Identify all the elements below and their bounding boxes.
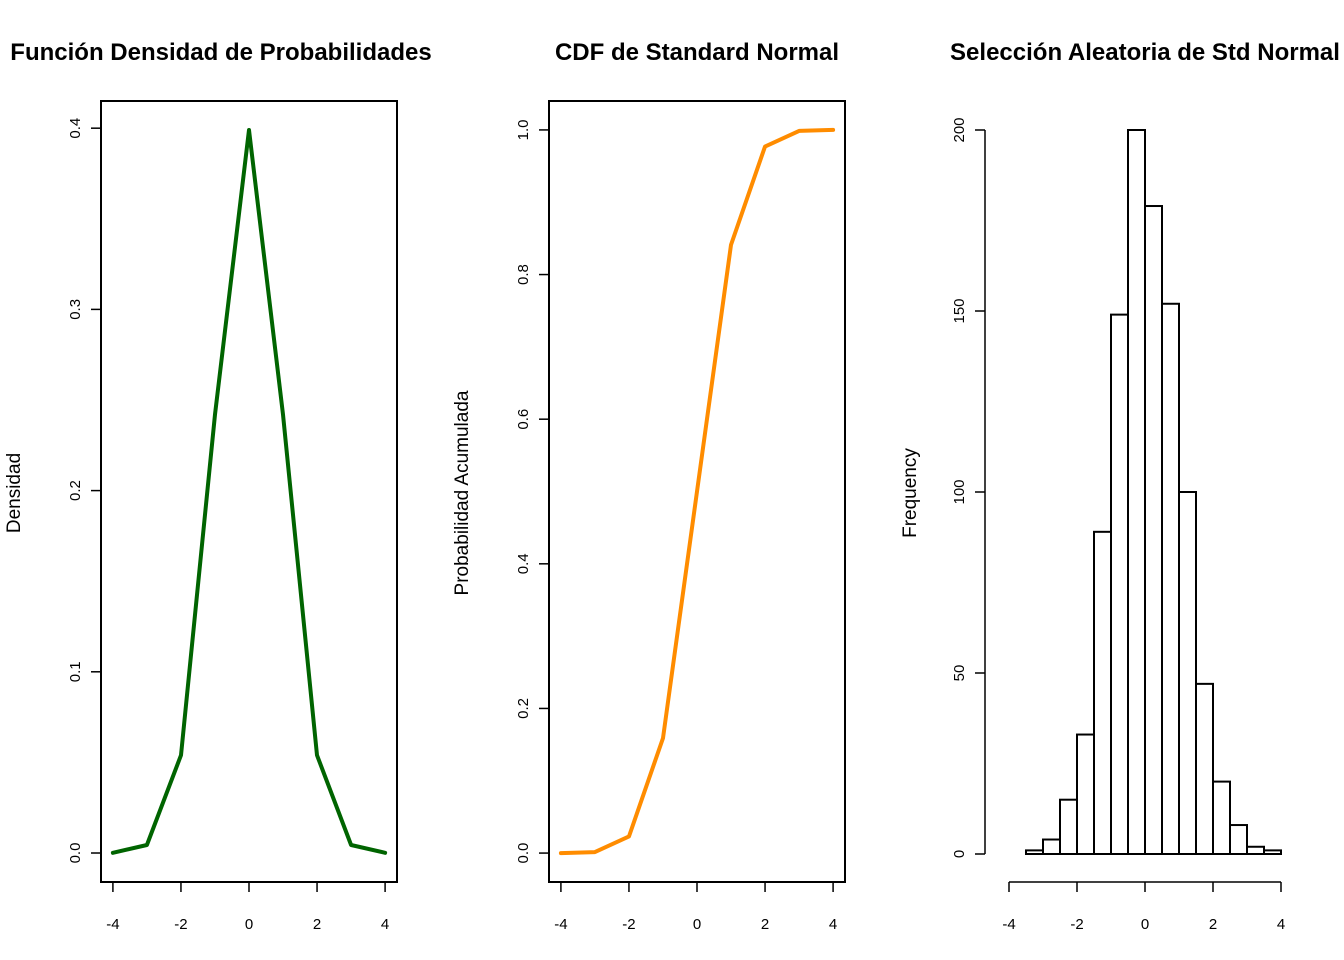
y-tick-label: 0.3 xyxy=(67,299,84,320)
histogram-bar xyxy=(1212,780,1231,855)
y-tick-label: 100 xyxy=(951,479,968,504)
y-tick-label: 0.4 xyxy=(67,118,84,139)
x-tick-label: -2 xyxy=(622,916,635,933)
histogram-bar xyxy=(1093,530,1112,855)
histogram-bar xyxy=(1042,838,1061,856)
histogram-bar xyxy=(1076,733,1095,855)
cdf-panel: CDF de Standard Normal Probabilidad Acum… xyxy=(452,39,846,933)
histogram-bar xyxy=(1195,682,1214,855)
plot-frame xyxy=(100,100,398,883)
y-tick-label: 0.4 xyxy=(515,553,532,574)
histogram-bar xyxy=(1059,798,1078,856)
y-tick-label: 0.8 xyxy=(515,264,532,285)
histogram-bar xyxy=(1127,129,1146,855)
x-tick-label: -2 xyxy=(174,916,187,933)
x-tick-label: 0 xyxy=(693,916,701,933)
x-tick-label: 4 xyxy=(829,916,837,933)
histogram-bar xyxy=(1178,491,1197,855)
x-tick-label: 2 xyxy=(313,916,321,933)
x-tick-label: -4 xyxy=(554,916,567,933)
y-tick-label: 50 xyxy=(951,665,968,682)
x-tick-label: -4 xyxy=(1002,916,1015,933)
chart-title: Selección Aleatoria de Std Normal xyxy=(950,39,1340,66)
y-tick-label: 200 xyxy=(951,117,968,142)
series-line xyxy=(110,128,388,855)
density-panel: Función Densidad de Probabilidades Densi… xyxy=(4,39,432,933)
chart-title: Función Densidad de Probabilidades xyxy=(10,39,431,66)
histogram-bar xyxy=(1263,849,1282,856)
y-axis-label: Frequency xyxy=(900,448,921,538)
y-axis-label: Probabilidad Acumulada xyxy=(452,390,473,595)
x-tick-label: 0 xyxy=(1141,916,1149,933)
histogram-bar xyxy=(1246,845,1265,856)
y-tick-label: 0.2 xyxy=(515,698,532,719)
y-tick-label: 0.0 xyxy=(67,843,84,864)
y-tick-label: 0.2 xyxy=(67,480,84,501)
x-tick-label: 0 xyxy=(245,916,253,933)
chart-title: CDF de Standard Normal xyxy=(555,39,839,66)
histogram-bar xyxy=(1144,205,1163,855)
histogram-bar xyxy=(1161,302,1180,855)
y-axis-label: Densidad xyxy=(4,453,25,533)
histogram-panel: Selección Aleatoria de Std Normal Freque… xyxy=(900,39,1340,933)
histogram-bar xyxy=(1229,824,1248,855)
x-tick-label: -2 xyxy=(1070,916,1083,933)
x-tick-label: 2 xyxy=(1209,916,1217,933)
y-tick-label: 0.0 xyxy=(515,843,532,864)
y-tick-label: 0.1 xyxy=(67,661,84,682)
x-tick-label: 2 xyxy=(761,916,769,933)
histogram-bar xyxy=(1110,313,1129,855)
x-tick-label: -4 xyxy=(106,916,119,933)
x-tick-label: 4 xyxy=(381,916,389,933)
histogram-bar xyxy=(1025,849,1044,856)
x-tick-label: 4 xyxy=(1277,916,1285,933)
y-tick-label: 150 xyxy=(951,298,968,323)
y-tick-label: 0.6 xyxy=(515,409,532,430)
y-tick-label: 1.0 xyxy=(515,119,532,140)
y-tick-label: 0 xyxy=(951,850,968,858)
